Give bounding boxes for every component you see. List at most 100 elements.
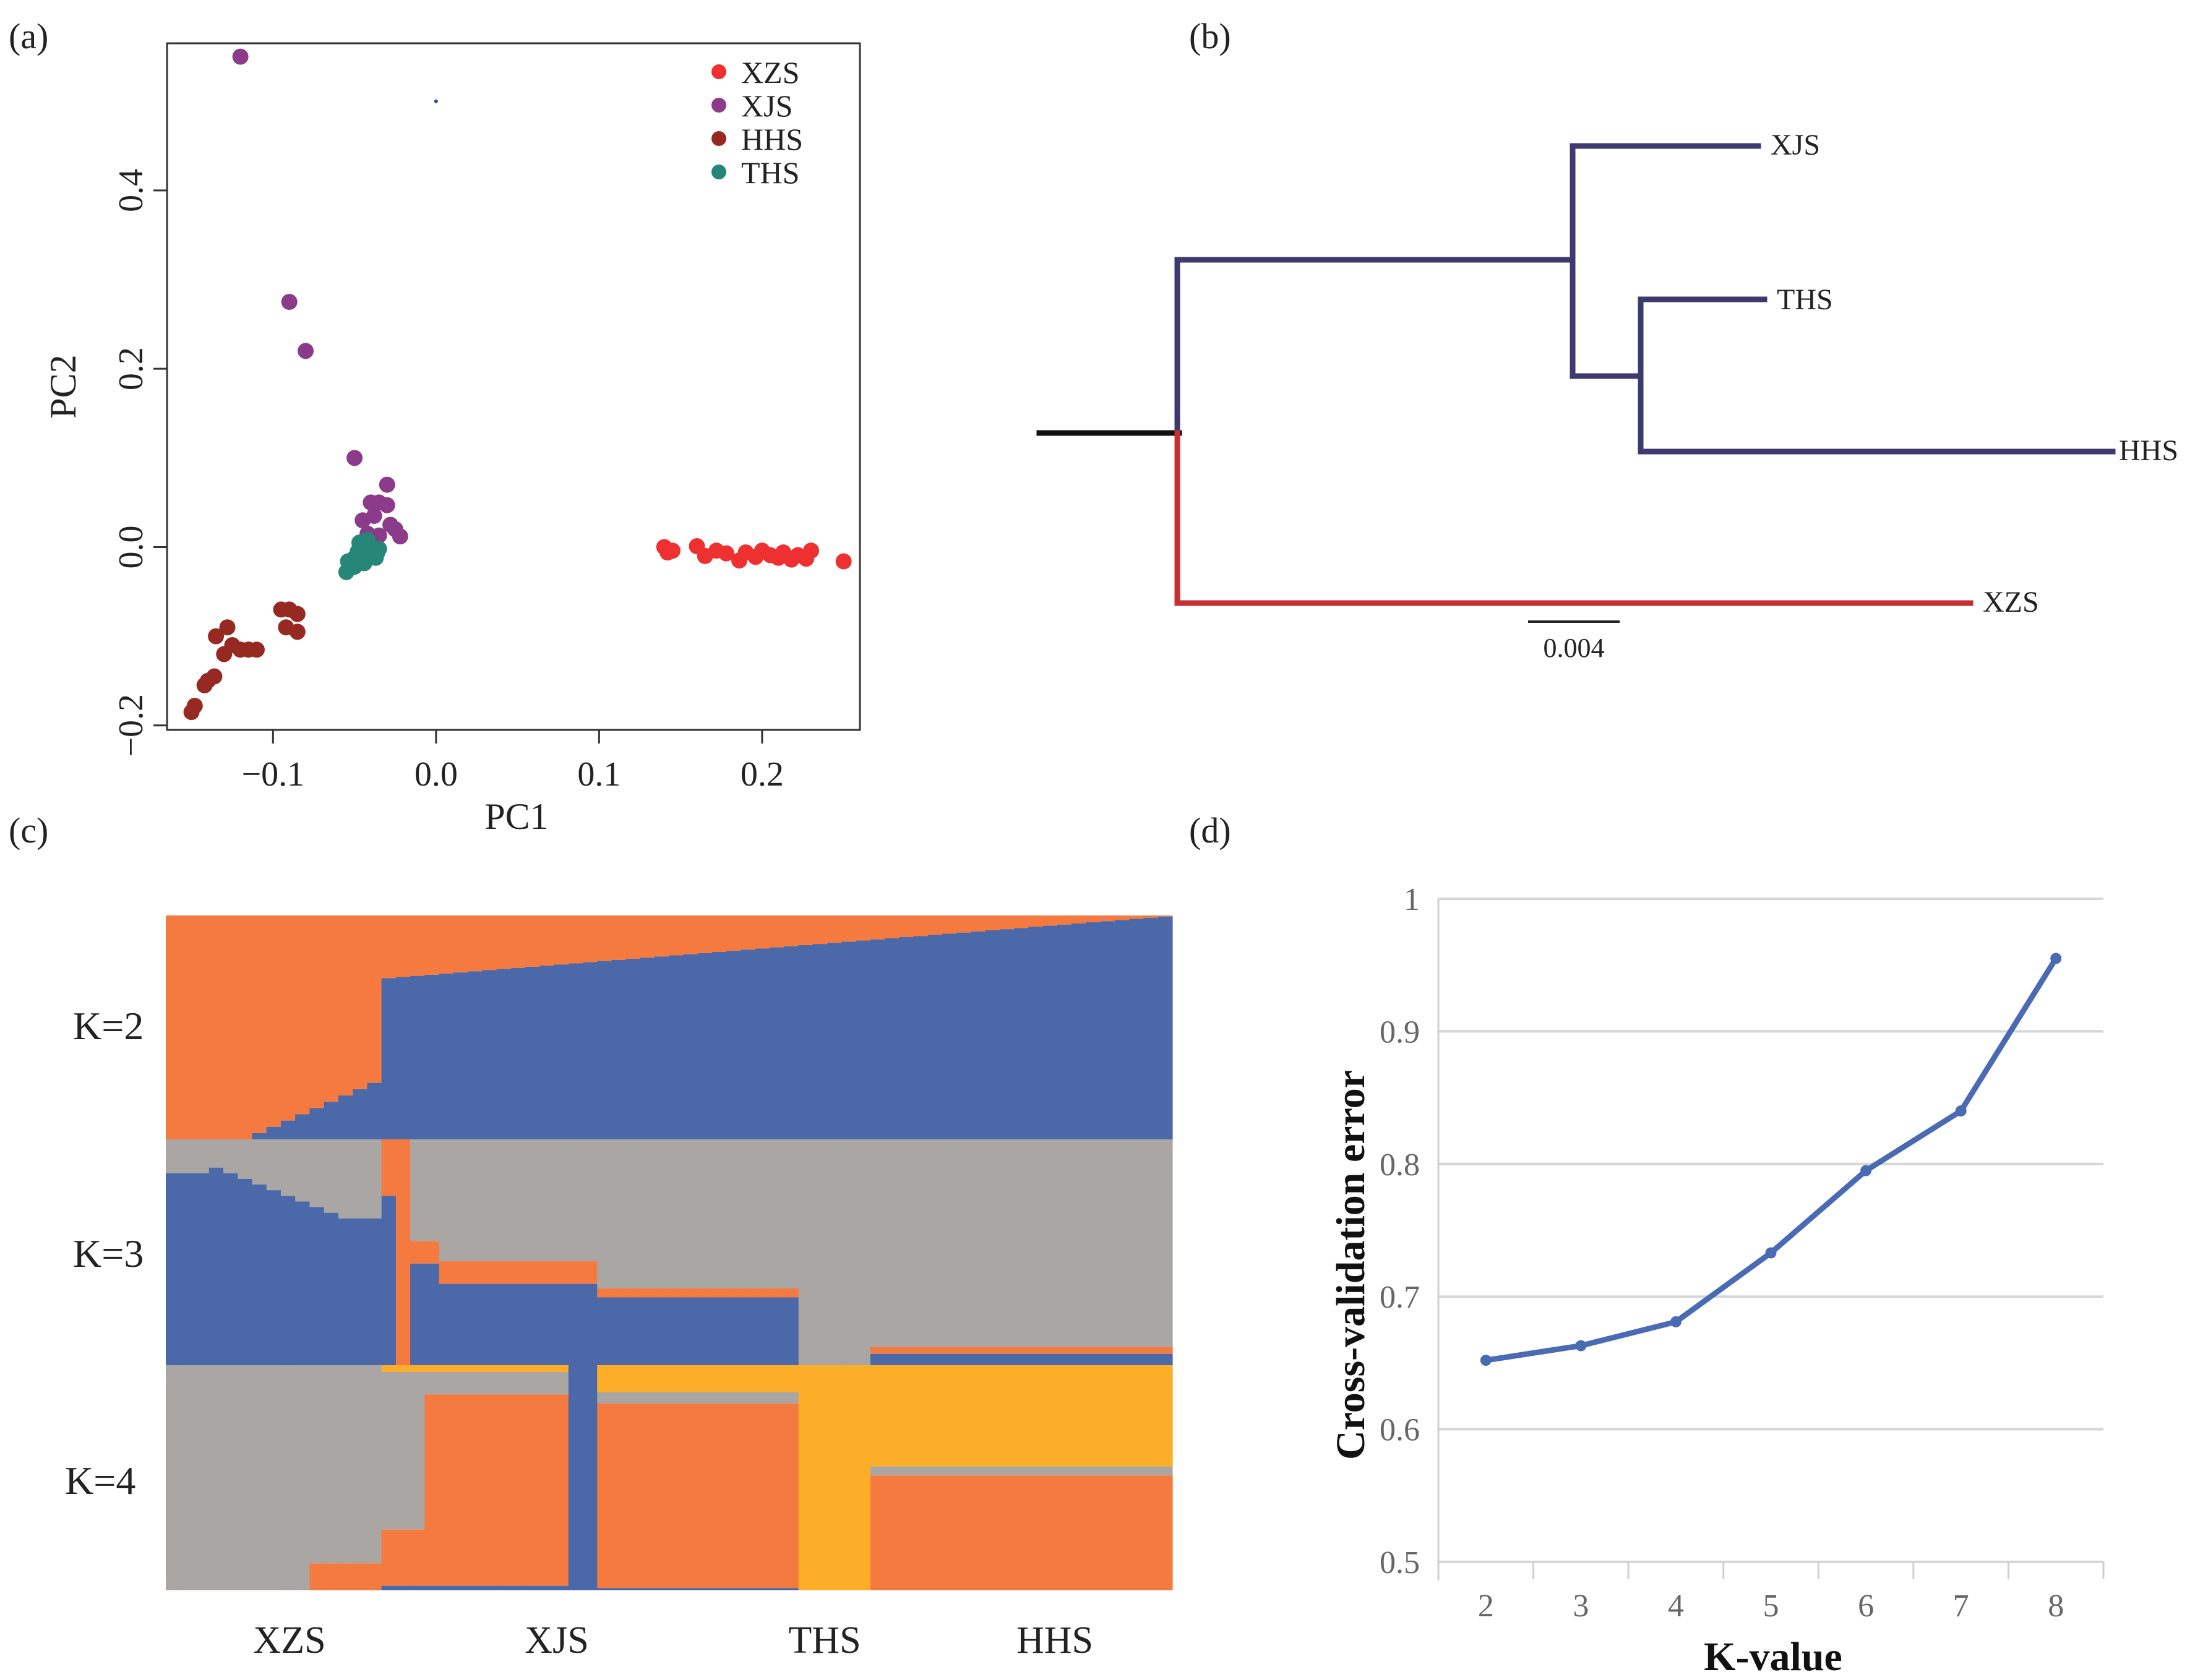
admixture-bar-segment [1057,915,1072,925]
admixture-bar-segment [697,1139,713,1288]
admixture-bar-segment [381,1529,397,1586]
admixture-bar-segment [655,1288,670,1298]
pca-point-xjs [379,497,395,513]
admixture-bar-segment [741,949,756,1139]
admixture-bar-segment [812,1365,828,1590]
admixture-bar-segment [568,1139,583,1262]
admixture-bar-segment [208,1139,224,1168]
admixture-bar-segment [741,1139,756,1288]
admixture-bar-segment [539,1365,555,1372]
admixture-row-k3: K=3 [73,1232,144,1275]
admixture-bar-segment [913,936,929,1139]
pca-plot-frame [166,42,861,731]
admixture-bar-segment [1000,1347,1015,1354]
admixture-bar-segment [885,1365,900,1467]
cv-y-tick-label: 0.9 [1380,1014,1420,1050]
admixture-bar-segment [971,931,986,1139]
admixture-bar-segment [1143,1347,1159,1354]
admixture-bar-segment [280,1196,296,1365]
admixture-bar-segment [510,1365,526,1372]
admixture-bar-segment [971,1365,986,1467]
admixture-bar-segment [482,1261,497,1284]
admixture-bar-segment [683,1365,698,1392]
admixture-bar-segment [899,1347,914,1354]
admixture-bar-segment [309,1108,325,1139]
admixture-bar-segment [971,1347,986,1354]
admixture-bar-segment [841,1365,857,1590]
admixture-bar-segment [1028,1347,1044,1354]
admixture-bar-segment [770,915,785,948]
admixture-bar-segment [985,1475,1000,1590]
admixture-bar-segment [885,938,900,1139]
admixture-bar-segment [683,1403,698,1588]
pca-y-tick-label: 0.2 [112,347,150,390]
admixture-bar-segment [223,915,238,1139]
cv-series-line [1485,957,2059,1363]
admixture-bar-segment [1115,1475,1130,1590]
admixture-bar-segment [913,1365,929,1467]
admixture-bar-segment [669,1288,684,1298]
admixture-bar-segment [439,915,454,974]
tree-tip-xjs: XJS [1771,129,1820,161]
admixture-bar-segment [353,1218,367,1365]
admixture-bar-segment [180,1365,195,1590]
admixture-bar-segment [899,1353,914,1365]
admixture-bar-segment [280,1139,296,1196]
admixture-bar-segment [640,1403,655,1588]
admixture-bar-segment [252,1139,267,1185]
admixture-bar-segment [611,1588,627,1590]
admixture-bar-segment [741,1365,756,1392]
pca-point-hhs [208,628,225,645]
admixture-bar-segment [640,1297,655,1365]
legend-label-hhs: HHS [741,122,803,156]
admixture-bar-segment [1057,1139,1072,1347]
admixture-bar-segment [424,1365,440,1372]
admixture-bar-segment [611,959,627,1139]
admixture-bar-segment [309,1365,325,1564]
legend-label-ths: THS [741,155,799,190]
admixture-bar-segment [295,915,311,1115]
admixture-bar-segment [726,915,742,951]
admixture-bar-segment [1057,1466,1072,1476]
admixture-bar-segment [942,1139,957,1347]
admixture-bar-segment [625,915,641,959]
admixture-bar-segment [525,915,540,967]
admixture-bar-segment [439,1394,454,1586]
admixture-bar-segment [597,915,612,961]
admixture-bar-segment [1028,915,1044,927]
admixture-bar-segment [1100,1365,1115,1467]
admixture-bar-segment [525,1394,540,1586]
panel-d: (d) 0.5 0.6 0.7 0.8 0.9 1 2 3 4 5 6 7 8 K-value Cros… [1189,810,2105,1679]
admixture-bar-segment [1057,924,1072,1139]
pca-point-ths [359,531,376,548]
admixture-bar-segment [611,1297,627,1365]
admixture-bar-segment [482,970,497,1139]
tree-tip-ths: THS [1777,283,1833,316]
admixture-bar-segment [453,1261,468,1284]
admixture-bar-segment [1129,1347,1145,1354]
cv-line [1480,953,2062,1366]
admixture-bar-segment [625,1297,641,1365]
admixture-bar-segment [1042,1353,1058,1365]
admixture-bar-segment [827,1139,843,1365]
cv-gridlines [1438,898,2103,1563]
pca-point-xzs [664,542,681,559]
admixture-bar-segment [1086,922,1101,1139]
admixture-bar-segment [539,915,555,966]
admixture-bar-segment [1072,1365,1087,1467]
admixture-bar-segment [266,1365,281,1590]
admixture-bar-segment [1115,1347,1130,1354]
admixture-bar-segment [468,1371,483,1395]
admixture-bar-segment [309,1139,325,1207]
admixture-bar-segment [1042,1365,1058,1467]
admixture-bar-segment [1115,1353,1130,1365]
admixture-bar-segment [353,1563,367,1590]
admixture-bar-segment [453,1284,468,1365]
admixture-bar-segment [985,1347,1000,1354]
admixture-bar-segment [381,1371,397,1530]
admixture-bar-segment [1086,1475,1101,1590]
panel-a: (a) −0.1 0.0 0.1 0.2 −0.20.00.20.4 PC1 PC2 … [9,16,861,837]
admixture-bar-segment [1086,915,1101,923]
admixture-bar-segment [568,1284,583,1365]
admixture-bar-segment [410,1241,425,1264]
